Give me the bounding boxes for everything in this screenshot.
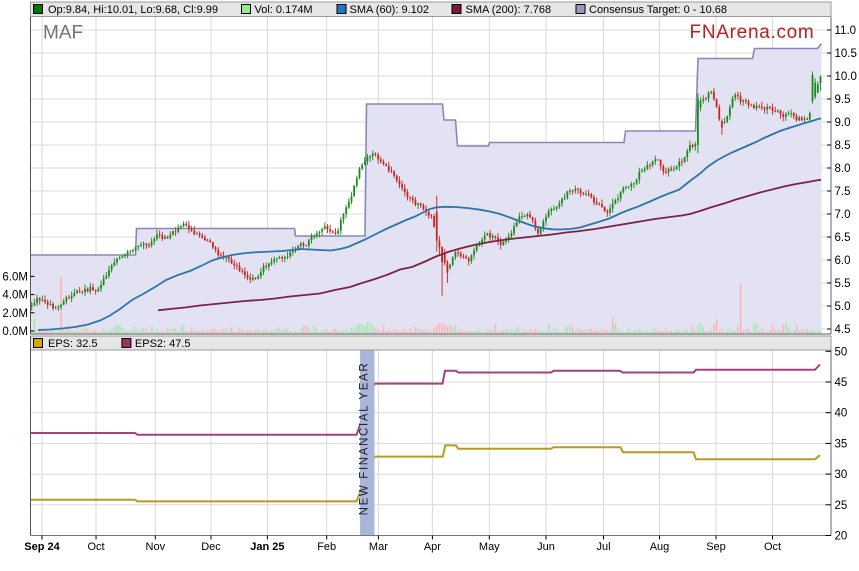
svg-text:9.0: 9.0: [835, 117, 851, 129]
svg-text:Dec: Dec: [201, 541, 221, 553]
svg-text:Sep 24: Sep 24: [24, 541, 60, 553]
svg-text:Nov: Nov: [146, 541, 166, 553]
svg-text:5.5: 5.5: [835, 278, 851, 290]
svg-text:Oct: Oct: [87, 541, 104, 553]
svg-text:6.0: 6.0: [835, 255, 851, 267]
svg-text:50: 50: [835, 346, 848, 358]
svg-text:Apr: Apr: [424, 541, 441, 553]
svg-text:4.0M: 4.0M: [2, 290, 28, 302]
svg-text:2.0M: 2.0M: [2, 308, 28, 320]
svg-text:8.0: 8.0: [835, 163, 851, 175]
svg-text:4.5: 4.5: [835, 324, 851, 336]
svg-text:Feb: Feb: [317, 541, 336, 553]
svg-text:7.5: 7.5: [835, 186, 851, 198]
svg-text:SMA (60): 9.102: SMA (60): 9.102: [350, 4, 430, 16]
svg-text:Vol: 0.174M: Vol: 0.174M: [255, 4, 313, 16]
svg-text:FNArena.com: FNArena.com: [690, 22, 815, 43]
svg-text:5.0: 5.0: [835, 301, 851, 313]
svg-text:EPS2: 47.5: EPS2: 47.5: [135, 338, 191, 350]
svg-text:Jul: Jul: [596, 541, 610, 553]
svg-text:May: May: [479, 541, 500, 553]
svg-text:7.0: 7.0: [835, 209, 851, 221]
svg-text:40: 40: [835, 408, 848, 420]
svg-text:Oct: Oct: [764, 541, 781, 553]
svg-text:Jan 25: Jan 25: [250, 541, 284, 553]
svg-text:20: 20: [835, 531, 848, 543]
svg-text:NEW FINANCIAL YEAR: NEW FINANCIAL YEAR: [359, 362, 371, 516]
svg-text:11.0: 11.0: [835, 25, 857, 37]
svg-text:Jun: Jun: [537, 541, 555, 553]
svg-text:9.5: 9.5: [835, 94, 851, 106]
svg-text:10.5: 10.5: [835, 48, 857, 60]
svg-text:Mar: Mar: [369, 541, 388, 553]
svg-text:Op:9.84, Hi:10.01, Lo:9.68, Cl: Op:9.84, Hi:10.01, Lo:9.68, Cl:9.99: [48, 4, 218, 16]
svg-text:30: 30: [835, 469, 848, 481]
svg-text:6.0M: 6.0M: [2, 271, 28, 283]
svg-text:Aug: Aug: [650, 541, 670, 553]
svg-text:10.0: 10.0: [835, 71, 857, 83]
svg-text:6.5: 6.5: [835, 232, 851, 244]
svg-text:MAF: MAF: [43, 23, 83, 44]
svg-text:35: 35: [835, 438, 848, 450]
svg-text:Sep: Sep: [706, 541, 726, 553]
svg-text:Consensus Target: 0 - 10.68: Consensus Target: 0 - 10.68: [589, 4, 727, 16]
svg-text:8.5: 8.5: [835, 140, 851, 152]
svg-text:0.0M: 0.0M: [2, 326, 28, 338]
svg-text:45: 45: [835, 377, 848, 389]
svg-text:SMA (200): 7.768: SMA (200): 7.768: [466, 4, 552, 16]
svg-text:EPS: 32.5: EPS: 32.5: [48, 338, 98, 350]
svg-text:25: 25: [835, 500, 848, 512]
